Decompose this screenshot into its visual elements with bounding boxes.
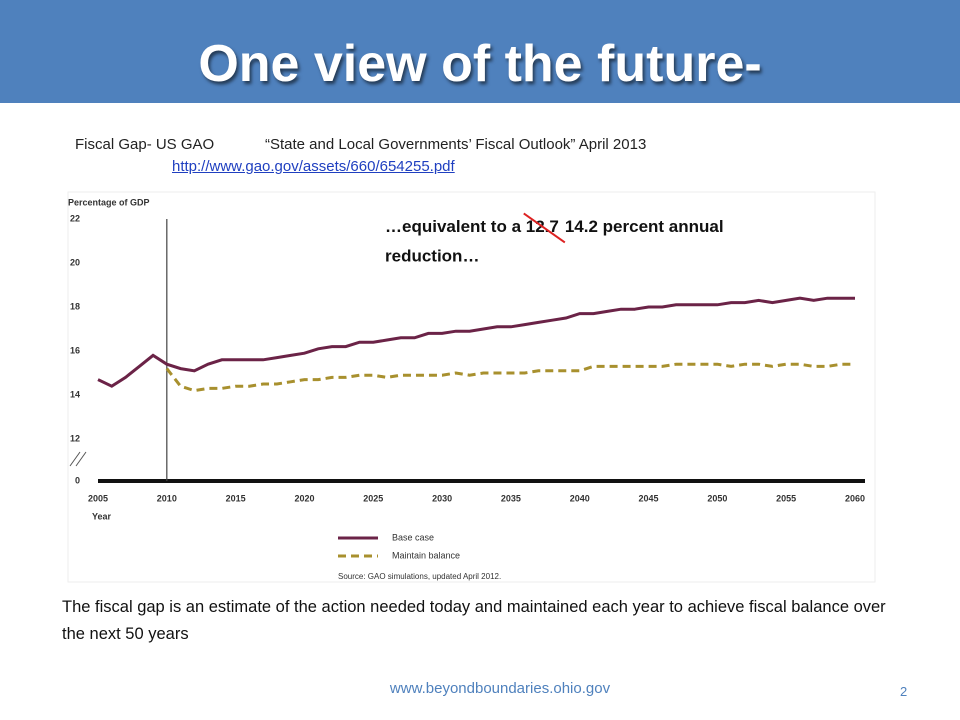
chart-panel bbox=[67, 191, 876, 583]
x-tick-label: 2005 bbox=[88, 493, 108, 503]
legend-label: Maintain balance bbox=[392, 550, 460, 560]
y-tick-label: 18 bbox=[70, 301, 80, 311]
y-axis-label: Percentage of GDP bbox=[68, 197, 150, 207]
x-tick-label: 2020 bbox=[294, 493, 314, 503]
x-tick-label: 2050 bbox=[707, 493, 727, 503]
y-tick-label: 0 bbox=[75, 475, 80, 485]
x-tick-label: 2045 bbox=[639, 493, 659, 503]
x-tick-label: 2010 bbox=[157, 493, 177, 503]
footer-url: www.beyondboundaries.ohio.gov bbox=[389, 680, 611, 697]
y-tick-label: 14 bbox=[70, 389, 80, 399]
x-axis-label: Year bbox=[92, 511, 112, 521]
axis-break bbox=[69, 451, 81, 467]
x-tick-label: 2055 bbox=[776, 493, 796, 503]
x-tick-label: 2060 bbox=[845, 493, 865, 503]
series-line bbox=[165, 362, 855, 393]
x-tick-label: 2035 bbox=[501, 493, 521, 503]
annotation-text: …equivalent to a bbox=[385, 217, 526, 236]
report-title: “State and Local Governments’ Fiscal Out… bbox=[265, 136, 647, 153]
annotation-text: 14.2 percent annual bbox=[565, 217, 724, 236]
chart-source: Source: GAO simulations, updated April 2… bbox=[338, 572, 501, 581]
x-tick-label: 2025 bbox=[363, 493, 383, 503]
x-tick-label: 2030 bbox=[432, 493, 452, 503]
source-label: Fiscal Gap- US GAO bbox=[75, 136, 215, 153]
x-tick-label: 2015 bbox=[226, 493, 246, 503]
annotation: …equivalent to a 12.714.2 percent annual bbox=[385, 217, 724, 236]
legend-label: Base case bbox=[392, 532, 434, 542]
page-number: 2 bbox=[900, 684, 908, 699]
y-tick-label: 22 bbox=[70, 213, 80, 223]
y-tick-label: 16 bbox=[70, 345, 80, 355]
strike-line bbox=[523, 212, 566, 244]
slide-title: One view of the future- bbox=[198, 35, 762, 93]
y-tick-label: 12 bbox=[70, 433, 80, 443]
axis-break bbox=[75, 451, 87, 467]
x-tick-label: 2040 bbox=[570, 493, 590, 503]
report-link[interactable]: http://www.gao.gov/assets/660/654255.pdf bbox=[172, 158, 455, 175]
series-line bbox=[97, 296, 855, 388]
caption: The fiscal gap is an estimate of the act… bbox=[62, 598, 886, 643]
annotation: reduction… bbox=[385, 246, 479, 265]
header-band bbox=[0, 0, 960, 103]
y-tick-label: 20 bbox=[70, 257, 80, 267]
